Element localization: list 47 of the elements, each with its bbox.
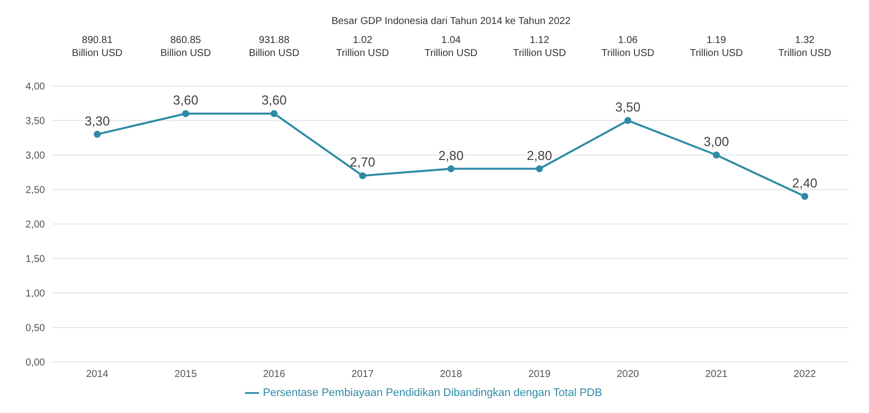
x-tick-label: 2021	[705, 369, 728, 380]
point	[359, 172, 366, 180]
point	[448, 165, 454, 172]
point	[536, 165, 543, 172]
y-tick-label: 1,00	[26, 288, 46, 300]
text: 931.88 Billion USD	[248, 34, 300, 60]
y-tick-label: 2,00	[26, 220, 46, 231]
data-label: 3,00	[704, 134, 729, 149]
x-tick-label: 2015	[174, 369, 198, 380]
text: 890.81 Billion USD	[70, 34, 124, 60]
data-label: 2,40	[792, 175, 818, 190]
text: 1.19 Trillion USD	[688, 34, 744, 60]
text: 1.12 Trillion USD	[512, 34, 567, 60]
data-label: 2,80	[438, 148, 464, 163]
data-label: 3,50	[615, 100, 641, 114]
x-tick-label: 2018	[440, 369, 463, 380]
x-tick-label: 2020	[616, 369, 640, 380]
point	[624, 117, 632, 124]
y-tick-label: 0,50	[26, 323, 46, 334]
y-tick-label: 3,00	[26, 150, 46, 162]
y-tick-label: 1,50	[26, 254, 46, 266]
text: 1.02 Trillion USD	[335, 34, 390, 60]
point	[94, 130, 101, 138]
point	[801, 192, 808, 200]
text: 1.32 Trillion USD	[777, 34, 832, 60]
text: 1.06 Trillion USD	[600, 34, 656, 60]
y-tick-label: 2,50	[26, 185, 46, 196]
y-tick-label: 4,00	[26, 82, 46, 93]
data-label: 3,30	[84, 113, 110, 128]
point	[712, 152, 720, 158]
text: 1.04 Trillion USD	[424, 34, 478, 60]
data-label: 3,60	[261, 92, 287, 108]
x-tick-label: 2016	[262, 369, 286, 380]
x-tick-label: 2019	[528, 369, 552, 380]
y-tick-label: 3,50	[26, 116, 46, 128]
text: 860.85 Billion USD	[159, 34, 212, 60]
x-tick-label: 2022	[794, 369, 816, 380]
data-label: 2,70	[350, 154, 376, 170]
y-tick-label: 0,00	[26, 358, 46, 369]
legend-label: Persentase Pembiayaan Pendidikan Dibandingkan dengan Total PDB	[262, 386, 602, 399]
point	[182, 110, 190, 118]
x-tick-label: 2017	[351, 369, 374, 380]
point	[270, 110, 278, 118]
data-label: 2,80	[526, 148, 552, 163]
chart-title: Besar GDP Indonesia dari Tahun 2014 ke Tahun 2022	[330, 16, 572, 27]
x-tick-label: 2014	[86, 369, 109, 380]
data-label: 3,60	[173, 92, 198, 108]
